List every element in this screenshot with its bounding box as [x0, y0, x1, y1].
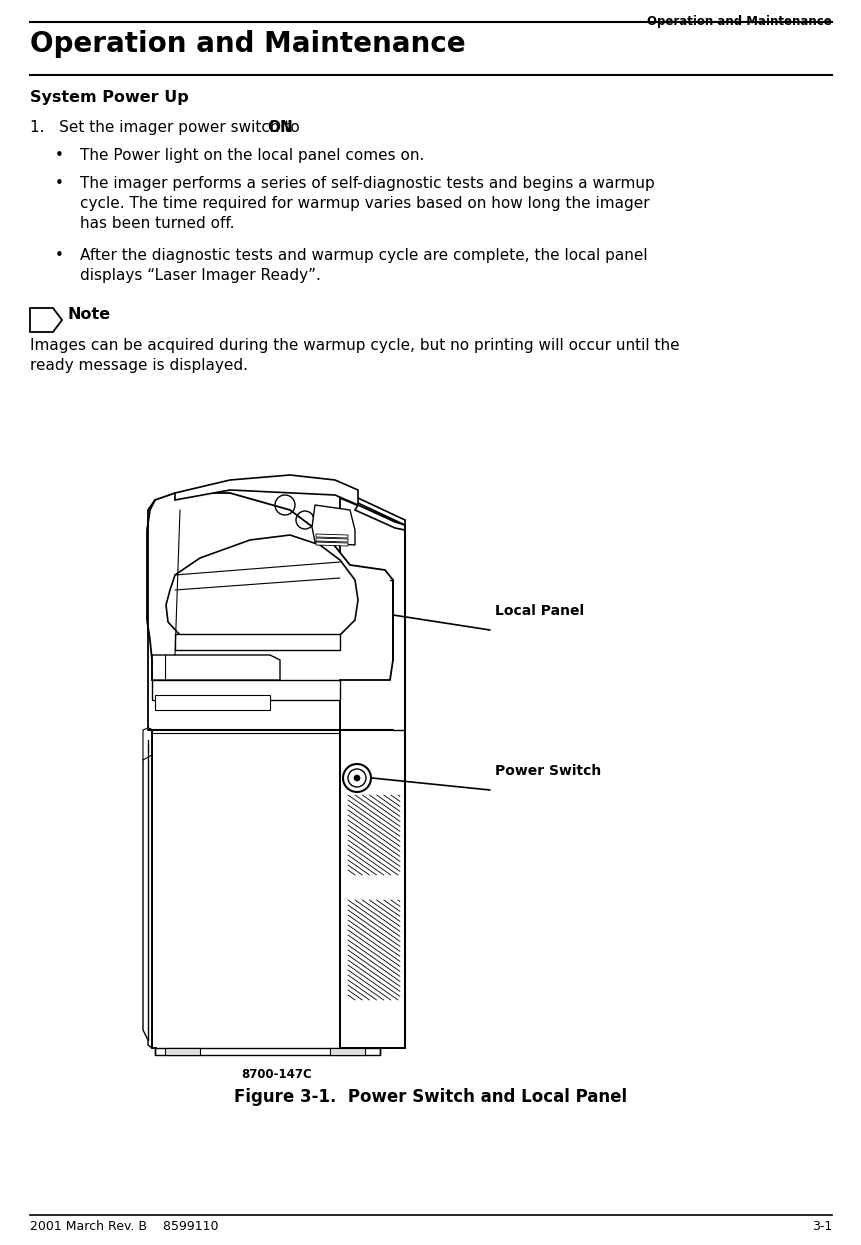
Polygon shape	[164, 1048, 200, 1055]
Text: Figure 3-1.  Power Switch and Local Panel: Figure 3-1. Power Switch and Local Panel	[234, 1088, 627, 1106]
Text: 8700-147C: 8700-147C	[241, 1068, 312, 1081]
Polygon shape	[312, 505, 355, 545]
Text: Local Panel: Local Panel	[494, 604, 584, 618]
Text: After the diagnostic tests and warmup cycle are complete, the local panel: After the diagnostic tests and warmup cy…	[80, 248, 647, 263]
Polygon shape	[148, 493, 393, 730]
Text: displays “Laser Imager Ready”.: displays “Laser Imager Ready”.	[80, 268, 320, 283]
Polygon shape	[152, 680, 393, 1052]
Polygon shape	[175, 476, 357, 505]
Polygon shape	[143, 728, 152, 1048]
Circle shape	[354, 774, 360, 781]
Text: ready message is displayed.: ready message is displayed.	[30, 359, 248, 373]
Polygon shape	[330, 1048, 364, 1055]
Polygon shape	[152, 655, 280, 680]
Text: Operation and Maintenance: Operation and Maintenance	[647, 15, 831, 27]
Text: System Power Up: System Power Up	[30, 90, 189, 105]
Text: Power Switch: Power Switch	[494, 764, 601, 778]
Text: •: •	[55, 248, 64, 263]
Polygon shape	[316, 542, 348, 547]
Text: 3-1: 3-1	[811, 1220, 831, 1233]
Text: •: •	[55, 148, 64, 163]
Text: ON: ON	[267, 120, 293, 134]
Polygon shape	[316, 534, 348, 538]
Text: 1.   Set the imager power switch to: 1. Set the imager power switch to	[30, 120, 304, 134]
Text: has been turned off.: has been turned off.	[80, 215, 234, 232]
Polygon shape	[175, 634, 339, 650]
Text: .: .	[287, 120, 292, 134]
Text: The Power light on the local panel comes on.: The Power light on the local panel comes…	[80, 148, 424, 163]
Polygon shape	[339, 493, 405, 525]
Polygon shape	[316, 538, 348, 542]
Polygon shape	[166, 535, 357, 635]
Polygon shape	[152, 680, 339, 700]
Polygon shape	[155, 695, 269, 710]
Polygon shape	[143, 728, 152, 759]
Text: Operation and Maintenance: Operation and Maintenance	[30, 30, 465, 59]
Text: 2001 March Rev. B    8599110: 2001 March Rev. B 8599110	[30, 1220, 218, 1233]
Text: cycle. The time required for warmup varies based on how long the imager: cycle. The time required for warmup vari…	[80, 195, 649, 210]
Polygon shape	[355, 505, 405, 530]
Polygon shape	[155, 1048, 380, 1055]
Polygon shape	[339, 498, 405, 1048]
Text: The imager performs a series of self-diagnostic tests and begins a warmup: The imager performs a series of self-dia…	[80, 176, 654, 190]
Text: •: •	[55, 176, 64, 190]
Text: Note: Note	[68, 308, 111, 322]
Text: Images can be acquired during the warmup cycle, but no printing will occur until: Images can be acquired during the warmup…	[30, 337, 678, 354]
